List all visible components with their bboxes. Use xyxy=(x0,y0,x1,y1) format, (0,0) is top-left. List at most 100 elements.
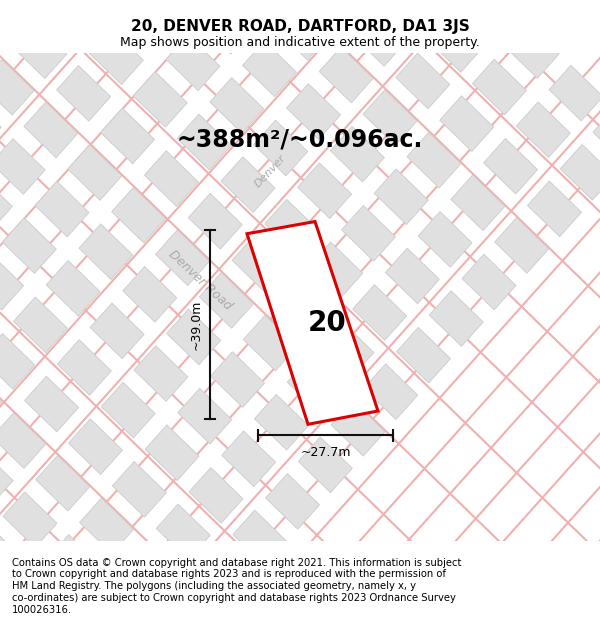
Polygon shape xyxy=(101,108,155,164)
Text: Denver Road: Denver Road xyxy=(166,248,234,312)
Polygon shape xyxy=(0,96,1,152)
Polygon shape xyxy=(156,504,210,560)
Polygon shape xyxy=(122,0,176,48)
Polygon shape xyxy=(428,17,482,72)
Polygon shape xyxy=(13,297,67,352)
Polygon shape xyxy=(363,90,417,146)
Polygon shape xyxy=(247,221,378,424)
Polygon shape xyxy=(440,96,494,151)
Polygon shape xyxy=(101,382,155,438)
Text: Contains OS data © Crown copyright and database right 2021. This information is : Contains OS data © Crown copyright and d… xyxy=(12,558,461,568)
Polygon shape xyxy=(90,303,144,359)
Polygon shape xyxy=(210,78,264,133)
Polygon shape xyxy=(396,53,450,109)
Polygon shape xyxy=(472,59,526,115)
Polygon shape xyxy=(56,66,110,121)
Polygon shape xyxy=(89,29,143,84)
Polygon shape xyxy=(266,474,320,529)
Polygon shape xyxy=(298,437,352,493)
Polygon shape xyxy=(517,102,571,158)
Text: co-ordinates) are subject to Crown copyright and database rights 2023 Ordnance S: co-ordinates) are subject to Crown copyr… xyxy=(12,593,456,603)
Polygon shape xyxy=(47,534,101,590)
Polygon shape xyxy=(233,510,287,566)
Polygon shape xyxy=(254,120,308,176)
Polygon shape xyxy=(199,0,253,54)
Polygon shape xyxy=(364,364,418,419)
Polygon shape xyxy=(36,456,90,511)
Polygon shape xyxy=(286,84,340,139)
Polygon shape xyxy=(0,334,35,389)
Polygon shape xyxy=(397,328,451,383)
Text: ~27.7m: ~27.7m xyxy=(300,446,351,459)
Polygon shape xyxy=(145,425,199,481)
Polygon shape xyxy=(145,151,199,206)
Polygon shape xyxy=(188,193,242,249)
Polygon shape xyxy=(3,492,57,548)
Polygon shape xyxy=(155,230,209,286)
Polygon shape xyxy=(0,449,13,505)
Polygon shape xyxy=(495,217,549,273)
Polygon shape xyxy=(68,145,122,201)
Polygon shape xyxy=(352,11,406,66)
Polygon shape xyxy=(341,206,395,261)
Polygon shape xyxy=(429,291,483,346)
Polygon shape xyxy=(221,157,275,212)
Polygon shape xyxy=(112,188,166,243)
Polygon shape xyxy=(0,139,45,194)
Text: 20: 20 xyxy=(308,309,346,337)
Polygon shape xyxy=(112,461,166,517)
Polygon shape xyxy=(287,358,341,414)
Polygon shape xyxy=(243,315,297,371)
Polygon shape xyxy=(123,266,177,322)
Text: 20, DENVER ROAD, DARTFORD, DA1 3JS: 20, DENVER ROAD, DARTFORD, DA1 3JS xyxy=(131,19,469,34)
Polygon shape xyxy=(68,419,122,474)
Polygon shape xyxy=(177,114,231,170)
Polygon shape xyxy=(199,272,253,328)
Polygon shape xyxy=(254,394,308,450)
Polygon shape xyxy=(484,138,538,194)
Polygon shape xyxy=(527,181,581,237)
Polygon shape xyxy=(0,59,34,115)
Polygon shape xyxy=(133,71,187,127)
Polygon shape xyxy=(189,468,243,523)
Polygon shape xyxy=(505,22,559,78)
Polygon shape xyxy=(407,132,461,188)
Polygon shape xyxy=(124,541,178,596)
Text: ~39.0m: ~39.0m xyxy=(190,299,203,350)
Polygon shape xyxy=(560,144,600,200)
Polygon shape xyxy=(331,401,385,456)
Text: Map shows position and indicative extent of the property.: Map shows position and indicative extent… xyxy=(120,36,480,49)
Polygon shape xyxy=(166,35,220,91)
Polygon shape xyxy=(0,175,13,231)
Polygon shape xyxy=(222,431,276,487)
Polygon shape xyxy=(593,108,600,164)
Polygon shape xyxy=(2,218,56,274)
Polygon shape xyxy=(549,65,600,121)
Polygon shape xyxy=(385,248,439,304)
Polygon shape xyxy=(276,279,330,334)
Text: Denver: Denver xyxy=(253,152,287,189)
Polygon shape xyxy=(418,211,472,267)
Polygon shape xyxy=(0,529,24,584)
Polygon shape xyxy=(24,102,78,158)
Polygon shape xyxy=(319,47,373,102)
Polygon shape xyxy=(25,376,79,432)
Text: 100026316.: 100026316. xyxy=(12,605,72,615)
Polygon shape xyxy=(46,261,100,316)
Polygon shape xyxy=(451,175,505,231)
Polygon shape xyxy=(232,236,286,292)
Polygon shape xyxy=(331,126,385,182)
Polygon shape xyxy=(80,498,134,554)
Polygon shape xyxy=(167,309,221,365)
Polygon shape xyxy=(134,346,188,401)
Polygon shape xyxy=(353,284,407,341)
Polygon shape xyxy=(35,181,89,237)
Polygon shape xyxy=(462,254,516,310)
Polygon shape xyxy=(0,254,23,310)
Polygon shape xyxy=(79,224,133,279)
Polygon shape xyxy=(298,163,352,219)
Polygon shape xyxy=(178,388,232,444)
Text: HM Land Registry. The polygons (including the associated geometry, namely x, y: HM Land Registry. The polygons (includin… xyxy=(12,581,416,591)
Polygon shape xyxy=(0,412,46,468)
Polygon shape xyxy=(13,23,67,79)
